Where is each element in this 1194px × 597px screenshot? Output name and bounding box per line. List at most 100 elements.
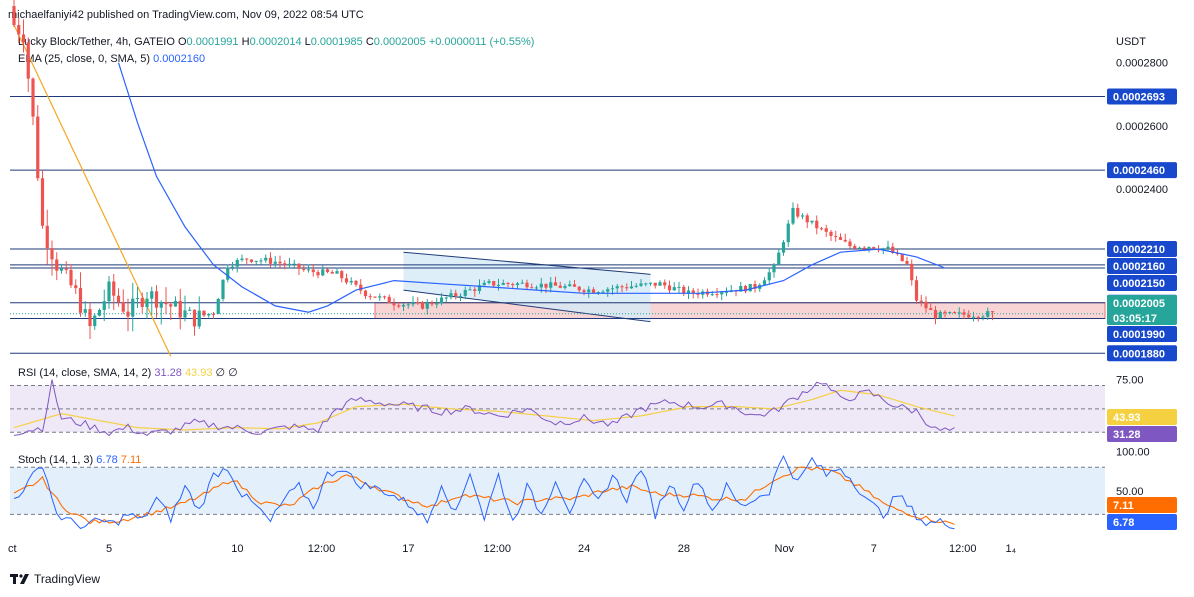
candle[interactable]	[420, 300, 425, 310]
candle[interactable]	[316, 269, 320, 279]
candle[interactable]	[582, 288, 586, 296]
support-zone[interactable]	[374, 302, 1106, 320]
candle[interactable]	[686, 286, 691, 299]
candle[interactable]	[159, 300, 163, 325]
candle[interactable]	[886, 240, 890, 251]
candle[interactable]	[31, 77, 35, 126]
candle[interactable]	[349, 277, 353, 285]
rsi-legend[interactable]: RSI (14, close, SMA, 14, 2) 31.28 43.93 …	[18, 366, 238, 379]
ema-line[interactable]	[117, 62, 946, 313]
candle[interactable]	[777, 248, 781, 265]
candle[interactable]	[368, 293, 372, 300]
candle[interactable]	[914, 276, 919, 305]
candle[interactable]	[154, 285, 159, 318]
candle[interactable]	[74, 279, 78, 295]
candle[interactable]	[26, 37, 30, 92]
candle[interactable]	[620, 284, 624, 293]
candle[interactable]	[17, 17, 21, 44]
rsi-sma-line[interactable]	[13, 389, 955, 431]
candle[interactable]	[971, 311, 976, 322]
candle[interactable]	[720, 290, 724, 301]
candle[interactable]	[834, 230, 838, 242]
candle[interactable]	[952, 311, 957, 314]
candle[interactable]	[791, 202, 795, 226]
candle[interactable]	[468, 286, 472, 291]
candle[interactable]	[330, 270, 334, 274]
candle[interactable]	[444, 296, 448, 302]
channel-upper-line[interactable]	[403, 251, 651, 275]
candle[interactable]	[259, 258, 263, 265]
candle[interactable]	[762, 277, 767, 286]
candle[interactable]	[192, 309, 197, 336]
candle[interactable]	[587, 286, 591, 299]
candle[interactable]	[819, 226, 824, 231]
candle[interactable]	[411, 296, 415, 307]
candle[interactable]	[387, 294, 391, 304]
candle[interactable]	[311, 263, 315, 277]
candle[interactable]	[701, 289, 705, 299]
candle[interactable]	[12, 0, 16, 27]
candle[interactable]	[881, 247, 885, 255]
candle[interactable]	[425, 299, 429, 315]
candle[interactable]	[606, 287, 610, 297]
candle[interactable]	[463, 286, 467, 300]
candle[interactable]	[102, 289, 106, 322]
candle[interactable]	[83, 301, 87, 317]
candle[interactable]	[658, 280, 662, 286]
candle[interactable]	[235, 257, 239, 273]
candle[interactable]	[302, 264, 306, 272]
candle[interactable]	[97, 308, 102, 317]
candle[interactable]	[924, 296, 928, 313]
candle[interactable]	[511, 282, 515, 289]
candle[interactable]	[743, 284, 748, 294]
candle[interactable]	[544, 283, 548, 293]
candle[interactable]	[644, 282, 648, 287]
candle[interactable]	[492, 280, 496, 288]
candle[interactable]	[416, 297, 420, 305]
candle[interactable]	[397, 301, 401, 309]
candle[interactable]	[938, 310, 942, 319]
candle[interactable]	[116, 288, 121, 307]
candle[interactable]	[919, 294, 923, 307]
rsi-tag[interactable]: 31.28	[1107, 426, 1177, 442]
candle[interactable]	[829, 230, 833, 242]
candle[interactable]	[487, 278, 491, 285]
candle[interactable]	[126, 298, 130, 332]
candle[interactable]	[382, 295, 387, 300]
candle[interactable]	[815, 215, 819, 235]
candle[interactable]	[268, 252, 273, 268]
rsi-sma-tag[interactable]: 43.93	[1107, 409, 1177, 425]
candle[interactable]	[525, 279, 529, 291]
candle[interactable]	[520, 279, 524, 284]
candle[interactable]	[672, 282, 676, 291]
candle[interactable]	[634, 283, 638, 288]
stoch-d-tag[interactable]: 7.11	[1107, 497, 1177, 513]
candle[interactable]	[273, 256, 277, 269]
candle[interactable]	[88, 302, 92, 339]
candle[interactable]	[69, 264, 73, 288]
candle[interactable]	[682, 284, 686, 296]
candle[interactable]	[615, 284, 619, 293]
stoch-k-tag[interactable]: 6.78	[1107, 514, 1177, 530]
candle[interactable]	[140, 292, 144, 314]
footer-brand[interactable]: TradingView	[10, 572, 100, 586]
candle[interactable]	[378, 293, 382, 302]
candle[interactable]	[392, 298, 396, 311]
candle[interactable]	[838, 233, 843, 241]
candle[interactable]	[340, 269, 344, 283]
candle[interactable]	[857, 246, 862, 250]
candle[interactable]	[287, 258, 292, 269]
candle[interactable]	[45, 209, 49, 265]
candle[interactable]	[905, 256, 909, 266]
candle[interactable]	[601, 289, 605, 293]
candle[interactable]	[164, 287, 168, 315]
candle[interactable]	[824, 224, 828, 237]
candle[interactable]	[135, 287, 140, 309]
candle[interactable]	[515, 281, 520, 289]
candle[interactable]	[207, 313, 211, 318]
channel-lower-line[interactable]	[403, 289, 651, 323]
candle[interactable]	[900, 253, 904, 262]
candle[interactable]	[810, 220, 814, 225]
candle[interactable]	[981, 314, 985, 321]
